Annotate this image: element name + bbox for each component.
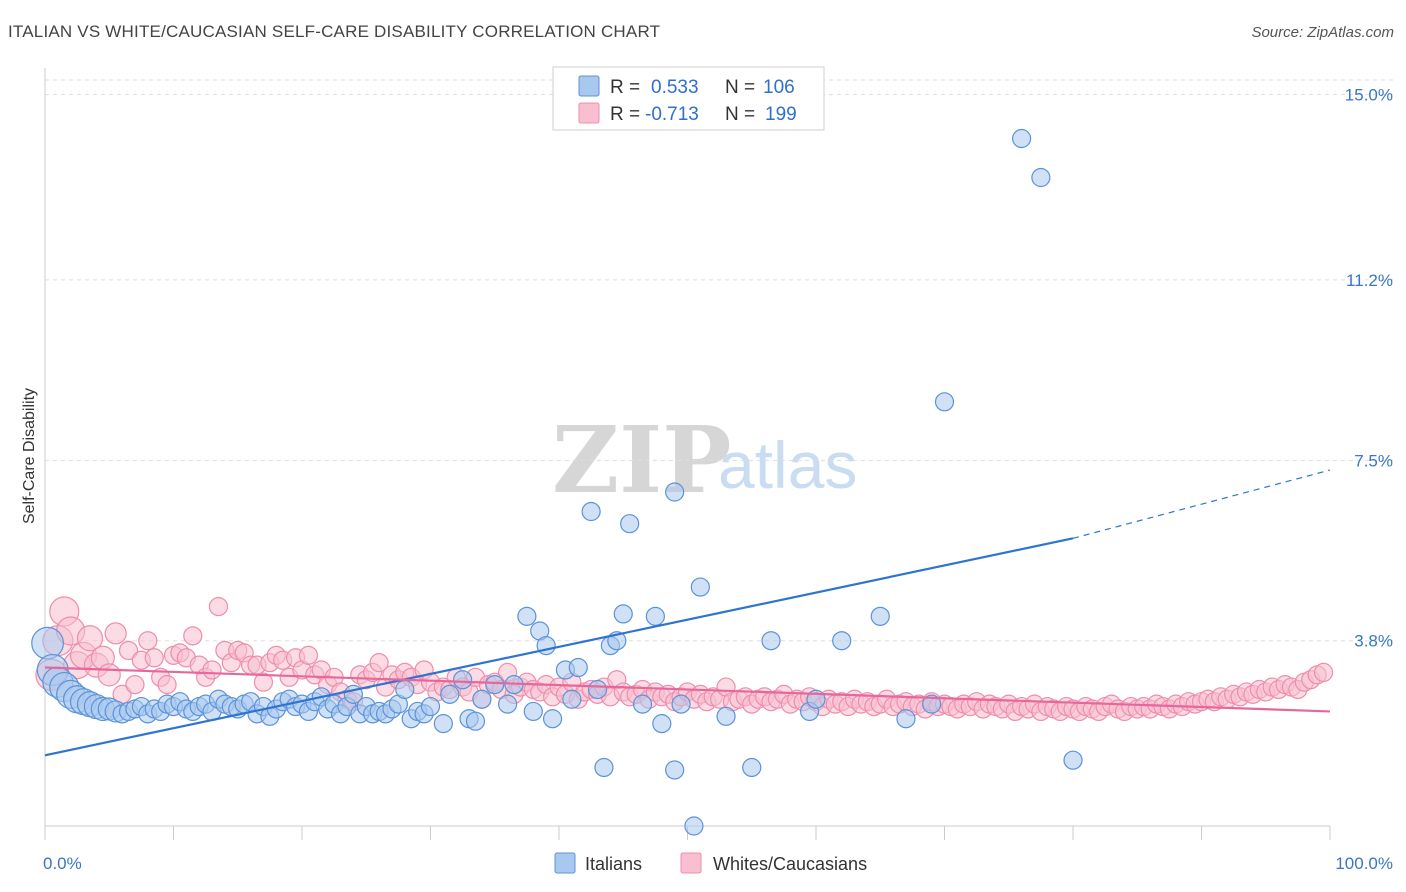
italians-point-82 xyxy=(620,514,640,534)
italians-point-103 xyxy=(832,631,852,651)
italians-point-99 xyxy=(1011,128,1032,149)
source-label: Source: ZipAtlas.com xyxy=(1251,24,1394,41)
italians-point-101 xyxy=(934,392,955,412)
whites-point-12 xyxy=(118,640,139,661)
italians-point-63 xyxy=(453,670,473,690)
italians-point-78 xyxy=(587,679,608,700)
legend-r-label-2: R = xyxy=(610,104,640,125)
italians-point-91 xyxy=(761,631,781,651)
italians-point-97 xyxy=(665,760,685,780)
axes: 3.8% 7.5% 11.2% 15.0% 0.0% 100.0% xyxy=(43,68,1393,873)
whites-point-15 xyxy=(138,631,158,651)
watermark-atlas: atlas xyxy=(718,428,857,502)
italians-point-61 xyxy=(433,714,453,734)
whites-point-10 xyxy=(104,622,127,645)
italians-point-96 xyxy=(594,757,614,778)
italians-regression-extension xyxy=(1072,469,1331,539)
italians-point-62 xyxy=(440,684,460,704)
italians-point-100 xyxy=(1031,167,1051,188)
italians-point-83 xyxy=(632,694,653,714)
legend-n-label-2: N = xyxy=(725,104,755,125)
y-axis-label: Self-Care Disability xyxy=(21,388,38,524)
y-tick-label-1: 7.5% xyxy=(1354,451,1393,470)
whites-point-25 xyxy=(202,660,222,680)
bottom-legend-whites: Whites/Caucasians xyxy=(713,854,867,874)
italians-point-105 xyxy=(870,606,890,626)
whites-point-40 xyxy=(298,645,319,665)
italians-point-102 xyxy=(1063,750,1083,770)
italians-point-87 xyxy=(671,694,691,714)
italians-point-68 xyxy=(498,694,518,714)
italians-point-94 xyxy=(684,816,704,836)
bottom-legend-swatch-whites xyxy=(680,852,702,874)
italians-point-69 xyxy=(517,606,537,626)
italians-point-77 xyxy=(581,501,601,522)
italians-point-85 xyxy=(652,714,672,734)
whites-point-26 xyxy=(208,596,229,617)
bottom-legend-italians: Italians xyxy=(585,854,642,874)
y-tick-label-2: 11.2% xyxy=(1346,271,1393,290)
whites-point-13 xyxy=(125,675,145,695)
legend-n-value-2: 199 xyxy=(765,104,797,125)
grid-lines xyxy=(45,79,1395,642)
legend-swatch-pink xyxy=(578,102,600,124)
legend-n-value-1: 106 xyxy=(763,77,795,98)
italians-point-84 xyxy=(645,606,665,626)
italians-point-67 xyxy=(485,675,505,695)
regression-lines xyxy=(44,469,1331,757)
legend-r-label-1: R = xyxy=(610,77,640,98)
italians-point-75 xyxy=(562,689,582,709)
y-tick-label-3: 15.0% xyxy=(1345,86,1393,105)
italians-point-90 xyxy=(742,757,762,778)
x-tick-label-0: 0.0% xyxy=(43,854,82,873)
italians-point-93 xyxy=(896,709,916,729)
whites-point-16 xyxy=(144,648,164,668)
italians-point-81 xyxy=(613,604,633,624)
whites-point-9 xyxy=(97,663,121,687)
italians-point-66 xyxy=(472,689,492,709)
italians-point-56 xyxy=(395,679,415,700)
legend-swatch-blue xyxy=(578,75,600,97)
italians-point-76 xyxy=(568,657,588,678)
bottom-legend-swatch-italians xyxy=(554,852,576,874)
y-tick-label-0: 3.8% xyxy=(1354,632,1393,651)
legend-r-value-2: -0.713 xyxy=(645,104,699,125)
legend: R = 0.533 N = 106 R = -0.713 N = 199 xyxy=(552,66,825,131)
whites-point-33 xyxy=(253,672,274,692)
italians-point-88 xyxy=(690,577,710,597)
italians-point-98 xyxy=(922,694,942,714)
italians-point-89 xyxy=(716,706,736,726)
whites-point-198 xyxy=(1313,662,1334,683)
italians-point-70 xyxy=(523,701,543,722)
whites-point-22 xyxy=(183,626,203,646)
italians-point-0 xyxy=(31,626,64,660)
italians-point-86 xyxy=(665,482,685,502)
italians-point-60 xyxy=(420,696,441,717)
italians-point-73 xyxy=(542,709,563,729)
legend-n-label-1: N = xyxy=(725,77,755,98)
bottom-legend: Italians Whites/Caucasians xyxy=(554,852,867,874)
whites-point-6 xyxy=(76,625,104,652)
italians-point-65 xyxy=(465,711,486,731)
whites-point-18 xyxy=(157,675,177,695)
whites-point-51 xyxy=(369,653,389,673)
italians-regression-line xyxy=(44,537,1074,757)
series-italians-points xyxy=(31,128,1083,836)
x-tick-label-1: 100.0% xyxy=(1335,854,1393,873)
legend-r-value-1: 0.533 xyxy=(651,77,699,98)
whites-regression-line xyxy=(44,666,1331,713)
chart-title: ITALIAN VS WHITE/CAUCASIAN SELF-CARE DIS… xyxy=(8,22,661,41)
